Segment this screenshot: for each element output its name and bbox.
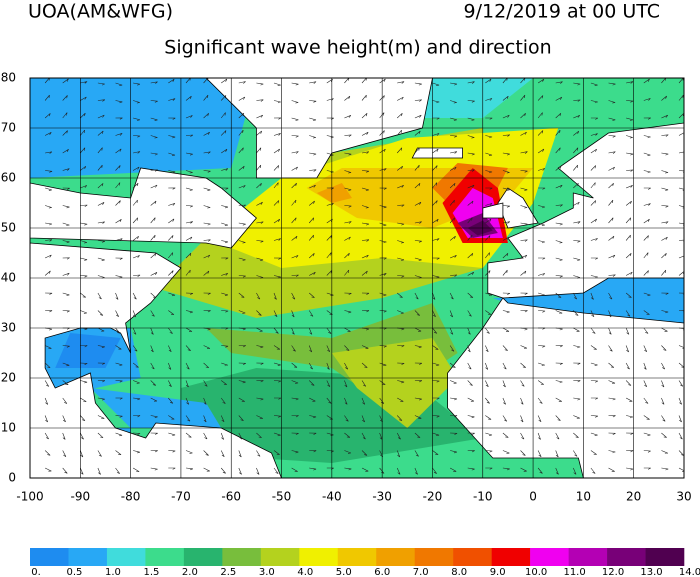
colorbar-label: 9.0 xyxy=(490,567,506,577)
colorbar-swatch xyxy=(30,548,69,566)
direction-arrows xyxy=(44,78,684,475)
colorbar-label: 0. xyxy=(31,567,41,577)
x-tick-label: -30 xyxy=(372,490,392,504)
colorbar-label: 2.0 xyxy=(182,567,198,577)
y-tick-label: 10 xyxy=(1,421,16,435)
colorbar-label: 7.0 xyxy=(413,567,429,577)
colorbar-swatch xyxy=(453,548,492,566)
y-tick-label: 20 xyxy=(1,371,16,385)
colorbar-label: 12.0 xyxy=(602,567,624,577)
x-tick-label: -90 xyxy=(71,490,91,504)
colorbar-label: 1.5 xyxy=(143,567,159,577)
colorbar-swatch xyxy=(260,548,300,566)
y-tick-label: 60 xyxy=(1,171,16,185)
colorbar-label: 4.0 xyxy=(297,567,313,577)
date-label: 9/12/2019 at 00 UTC xyxy=(464,1,660,23)
colorbar-label: 1.0 xyxy=(105,567,121,577)
colorbar-label: 0.5 xyxy=(67,567,83,577)
colorbar-label: 6.0 xyxy=(374,567,390,577)
colorbar-label: 3.0 xyxy=(259,567,275,577)
x-tick-label: 10 xyxy=(576,490,591,504)
x-tick-label: -10 xyxy=(473,490,493,504)
x-tick-label: -100 xyxy=(16,490,43,504)
colorbar-swatch xyxy=(337,548,377,566)
y-tick-label: 0 xyxy=(8,471,16,485)
x-tick-label: -40 xyxy=(322,490,342,504)
x-tick-label: -80 xyxy=(121,490,141,504)
x-tick-label: 30 xyxy=(676,490,691,504)
x-tick-label: 0 xyxy=(529,490,537,504)
wave-zone xyxy=(331,338,458,428)
colorbar-swatch xyxy=(530,548,569,566)
colorbar-swatch xyxy=(68,548,108,566)
colorbar-swatch xyxy=(607,548,646,566)
colorbar-label: 10.0 xyxy=(525,567,547,577)
y-tick-label: 80 xyxy=(1,71,16,85)
y-tick-label: 70 xyxy=(1,121,16,135)
colorbar-swatch xyxy=(222,548,262,566)
colorbar: 0. 0.5 1.0 1.5 2.0 2.5 3.0 4.0 5.0 6.0 7.0 8.0 9.0 10… xyxy=(30,548,700,577)
colorbar-swatch xyxy=(568,548,608,566)
x-tick-label: -50 xyxy=(272,490,292,504)
sea xyxy=(501,277,684,324)
x-tick-label: 20 xyxy=(626,490,641,504)
colorbar-swatch xyxy=(299,548,339,566)
x-tick-label: -20 xyxy=(423,490,443,504)
colorbar-label: 13.0 xyxy=(640,567,662,577)
wave-zone xyxy=(90,388,222,428)
colorbar-swatch xyxy=(145,548,185,566)
colorbar-swatch xyxy=(414,548,454,566)
colorbar-label: 2.5 xyxy=(220,567,236,577)
colorbar-swatch xyxy=(106,548,146,566)
map-frame xyxy=(29,77,685,479)
colorbar-swatch xyxy=(183,548,223,566)
x-tick-label: -70 xyxy=(171,490,191,504)
y-tick-label: 50 xyxy=(1,221,16,235)
y-tick-label: 30 xyxy=(1,321,16,335)
colorbar-label: 11.0 xyxy=(563,567,585,577)
colorbar-label: 14.0 xyxy=(679,567,700,577)
x-tick-label: -60 xyxy=(221,490,241,504)
land xyxy=(411,147,463,159)
wave-zone xyxy=(55,333,121,368)
colorbar-swatch xyxy=(491,548,531,566)
wave-zone xyxy=(316,183,352,203)
colorbar-swatch xyxy=(376,548,416,566)
colorbar-label: 8.0 xyxy=(451,567,467,577)
map: -100 -90 -80 -70 -60 -50 -40 -30 -20 -10 0 10 20 3001… xyxy=(1,71,692,504)
colorbar-label: 5.0 xyxy=(336,567,352,577)
y-tick-label: 40 xyxy=(1,271,16,285)
source-label: UOA(AM&WFG) xyxy=(28,1,173,23)
map-title: Significant wave height(m) and direction xyxy=(164,37,551,59)
colorbar-swatch xyxy=(645,548,685,566)
